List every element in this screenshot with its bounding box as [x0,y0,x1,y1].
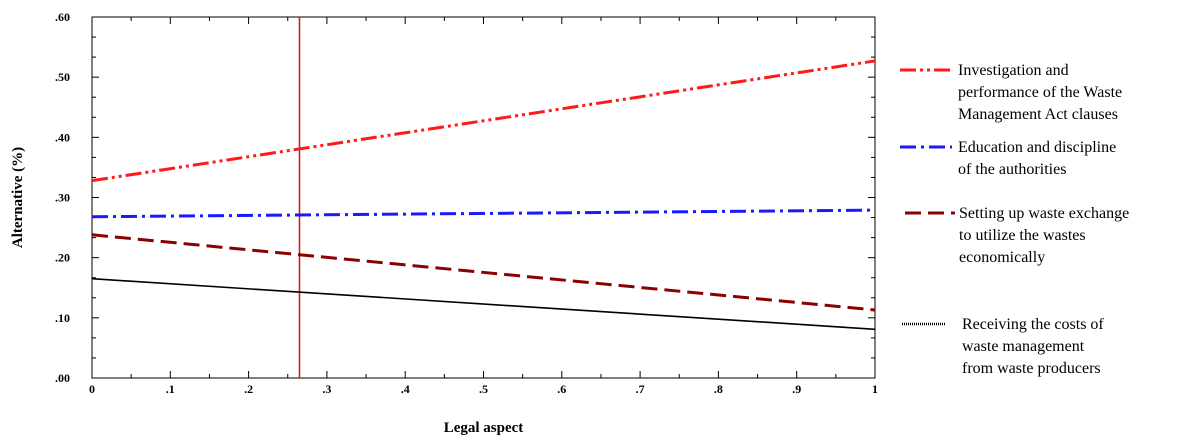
plot-frame [91,16,876,379]
x-tick-label: 1 [872,382,878,396]
legend-label: economically [959,249,1045,266]
x-tick-label: .8 [714,382,723,396]
legend: Investigation and performance of the Wast… [900,62,1129,377]
plot-area [91,16,876,379]
x-tick-label: .2 [244,382,253,396]
legend-label: Setting up waste exchange [959,205,1129,222]
legend-label: to utilize the wastes [959,227,1086,244]
legend-item-3: Setting up waste exchange to utilize the … [905,205,1129,266]
legend-label: of the authorities [958,161,1066,178]
legend-label: waste management [962,338,1085,355]
y-tick-label: .00 [55,371,70,385]
series-line-4 [91,277,876,331]
series-line-2 [91,208,876,219]
x-tick-label: .6 [557,382,566,396]
legend-label: Investigation and [958,62,1069,79]
x-tick-label: 0 [89,382,95,396]
x-tick-label: .1 [166,382,175,396]
x-tick-label: .9 [792,382,801,396]
y-tick-label: .40 [55,130,70,144]
y-tick-label: .30 [55,191,70,205]
y-tick-label: .60 [55,10,70,24]
legend-item-2: Education and discipline of the authoriti… [900,139,1116,178]
legend-label: performance of the Waste [958,84,1122,101]
y-tick-label: .50 [55,70,70,84]
legend-label: from waste producers [962,360,1101,377]
series-lines [91,59,876,331]
series-line-1 [91,59,876,183]
tick-labels: .00 .10 .20 .30 .40 .50 .60 0 .1 .2 .3 .4 .5 .6 .7 .8 .9… [55,10,878,396]
legend-label: Education and discipline [958,139,1116,156]
legend-item-1: Investigation and performance of the Wast… [900,62,1122,123]
series-line-3 [91,233,876,312]
legend-label: Receiving the costs of [962,316,1104,333]
legend-label: Management Act clauses [958,106,1118,123]
x-tick-label: .4 [401,382,410,396]
x-tick-label: .5 [479,382,488,396]
y-tick-label: .10 [55,311,70,325]
y-tick-label: .20 [55,251,70,265]
x-tick-label: .3 [322,382,331,396]
x-tick-label: .7 [636,382,645,396]
y-axis-title: Alternative (%) [10,147,26,248]
legend-item-4: Receiving the costs of waste management f… [902,316,1104,377]
axis-ticks [91,16,876,379]
x-axis-title: Legal aspect [444,420,524,436]
